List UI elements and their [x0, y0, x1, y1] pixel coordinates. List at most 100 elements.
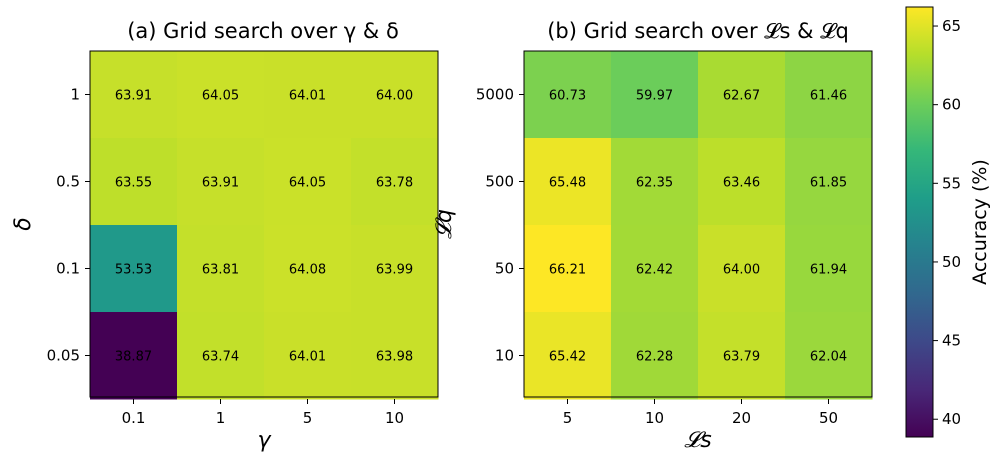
cell-value-label: 62.04 — [810, 350, 847, 365]
panel-a-x-ticks: 0.1 1 5 10 — [122, 399, 404, 427]
panel-a-y-axis-label: δ — [11, 217, 36, 230]
colorbar-tick-label: 50 — [942, 253, 961, 271]
panel-b: (b) Grid search over 𝓛s & 𝓛q 60.73 59.97 6… — [432, 19, 873, 453]
panel-a-title: (a) Grid search over γ & δ — [127, 19, 399, 43]
heatmap-cell — [90, 51, 178, 139]
cell-value-label: 61.94 — [810, 263, 847, 278]
y-tick-label: 50 — [495, 260, 514, 278]
panel-b-heatmap-cells: 60.73 59.97 62.67 61.46 65.48 62.35 63.46 61.85… — [524, 51, 873, 400]
heatmap-cell — [611, 312, 699, 400]
x-tick-label: 0.1 — [122, 409, 146, 427]
y-tick-label: 10 — [495, 347, 514, 365]
colorbar-tick-label: 65 — [942, 17, 961, 35]
x-tick-label: 5 — [563, 409, 573, 427]
heatmap-cell — [264, 312, 352, 400]
cell-value-label: 64.08 — [289, 263, 326, 278]
x-tick-label: 50 — [819, 409, 838, 427]
heatmap-cell — [90, 225, 178, 313]
cell-value-label: 62.67 — [723, 89, 760, 104]
y-tick-label: 500 — [485, 173, 514, 191]
x-tick-label: 20 — [732, 409, 751, 427]
heatmap-cell — [177, 312, 265, 400]
heatmap-cell — [177, 225, 265, 313]
cell-value-label: 64.00 — [376, 89, 413, 104]
cell-value-label: 64.01 — [289, 350, 326, 365]
heatmap-cell — [785, 225, 873, 313]
heatmap-cell — [264, 51, 352, 139]
x-tick-label: 5 — [303, 409, 313, 427]
colorbar: 40 45 50 55 60 65 Accuracy (%) — [905, 6, 991, 438]
cell-value-label: 66.21 — [549, 263, 586, 278]
panel-a-frame — [89, 50, 439, 398]
heatmap-cell — [698, 312, 786, 400]
heatmap-cell — [351, 225, 439, 313]
y-tick-label: 0.05 — [47, 347, 80, 365]
cell-value-label: 63.78 — [376, 176, 413, 191]
panel-a-y-ticks: 1 0.5 0.1 0.05 — [47, 86, 90, 365]
cell-value-label: 63.74 — [202, 350, 239, 365]
heatmap-cell — [351, 312, 439, 400]
heatmap-cell — [698, 138, 786, 226]
y-tick-label: 1 — [70, 86, 80, 104]
panel-b-y-ticks: 5000 500 50 10 — [476, 86, 524, 365]
heatmap-cell — [351, 51, 439, 139]
colorbar-tick-label: 60 — [942, 96, 961, 114]
cell-value-label: 62.42 — [636, 263, 673, 278]
cell-value-label: 38.87 — [115, 350, 152, 365]
heatmap-cell — [524, 138, 612, 226]
heatmap-cell — [524, 312, 612, 400]
cell-value-label: 61.85 — [810, 176, 847, 191]
panel-b-y-axis-label: 𝓛q — [432, 209, 457, 239]
y-tick-label: 0.5 — [56, 173, 80, 191]
cell-value-label: 63.91 — [202, 176, 239, 191]
cell-value-label: 60.73 — [549, 89, 586, 104]
colorbar-tick-label: 40 — [942, 410, 961, 428]
cell-value-label: 63.98 — [376, 350, 413, 365]
cell-value-label: 64.01 — [289, 89, 326, 104]
panel-a: (a) Grid search over γ & δ 63.91 64.05 64.… — [11, 19, 439, 453]
heatmap-cell — [177, 138, 265, 226]
cell-value-label: 53.53 — [115, 263, 152, 278]
heatmap-cell — [177, 51, 265, 139]
cell-value-label: 63.55 — [115, 176, 152, 191]
heatmap-cell — [351, 138, 439, 226]
heatmap-cell — [611, 138, 699, 226]
x-tick-label: 10 — [385, 409, 404, 427]
cell-value-label: 63.81 — [202, 263, 239, 278]
cell-value-label: 65.42 — [549, 350, 586, 365]
panel-b-x-axis-label: 𝓛s — [684, 428, 711, 453]
colorbar-label: Accuracy (%) — [969, 159, 991, 285]
heatmap-cell — [785, 138, 873, 226]
colorbar-gradient — [905, 6, 934, 438]
panel-b-x-ticks: 5 10 20 50 — [563, 399, 838, 427]
heatmap-cell — [611, 225, 699, 313]
heatmap-cell — [524, 225, 612, 313]
cell-value-label: 63.99 — [376, 263, 413, 278]
heatmap-cell — [611, 51, 699, 139]
cell-value-label: 64.05 — [202, 89, 239, 104]
heatmap-cell — [264, 225, 352, 313]
cell-value-label: 62.35 — [636, 176, 673, 191]
heatmap-cell — [698, 51, 786, 139]
cell-value-label: 63.91 — [115, 89, 152, 104]
panel-b-frame — [523, 50, 873, 398]
heatmap-cell — [698, 225, 786, 313]
cell-value-label: 62.28 — [636, 350, 673, 365]
panel-b-title: (b) Grid search over 𝓛s & 𝓛q — [547, 19, 849, 43]
heatmap-cell — [90, 312, 178, 400]
panel-a-heatmap-cells: 63.91 64.05 64.01 64.00 63.55 63.91 64.05 63.78… — [90, 51, 439, 400]
heatmap-cell — [524, 51, 612, 139]
colorbar-tick-label: 45 — [942, 332, 961, 350]
cell-value-label: 63.46 — [723, 176, 760, 191]
cell-value-label: 61.46 — [810, 89, 847, 104]
y-tick-label: 5000 — [476, 86, 514, 104]
cell-value-label: 59.97 — [636, 89, 673, 104]
x-tick-label: 10 — [645, 409, 664, 427]
heatmap-cell — [785, 51, 873, 139]
panel-a-x-axis-label: γ — [257, 428, 271, 453]
heatmap-cell — [90, 138, 178, 226]
colorbar-tick-label: 55 — [942, 174, 961, 192]
colorbar-ticks: 40 45 50 55 60 65 — [933, 17, 961, 428]
heatmap-cell — [785, 312, 873, 400]
